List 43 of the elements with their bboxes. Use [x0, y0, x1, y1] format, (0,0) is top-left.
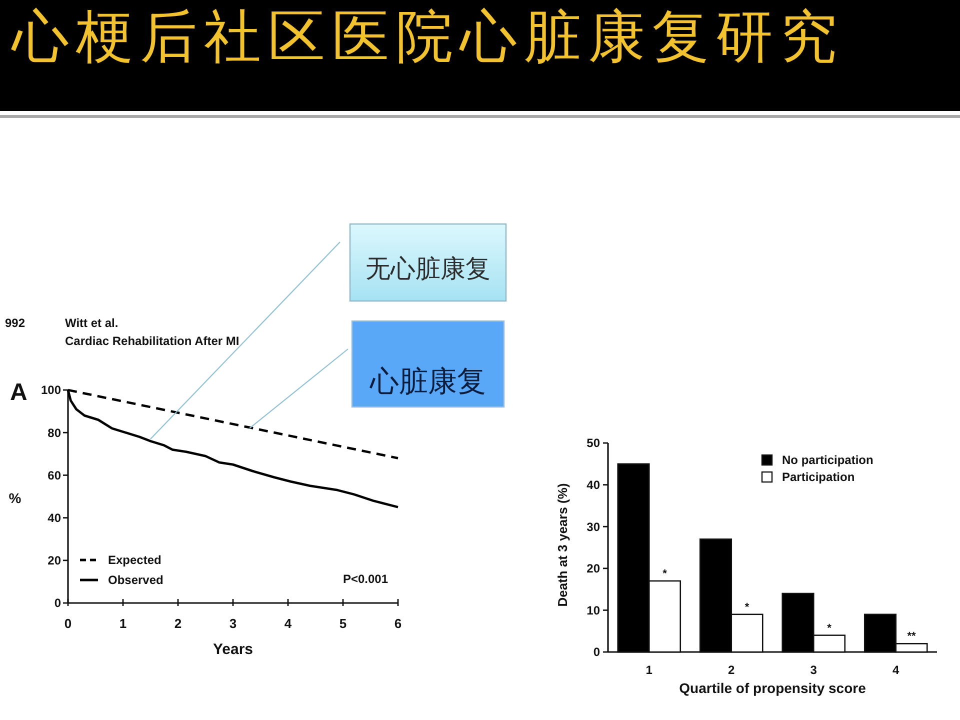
y-axis-title: % [8, 490, 22, 506]
data-label: ** [907, 630, 916, 643]
legend-label: No participation [782, 453, 874, 468]
x-tick-label: 4 [284, 616, 292, 631]
x-tick-label: 5 [339, 616, 347, 631]
x-tick-label: 1 [119, 616, 127, 631]
annotation: 无心脏康复 [366, 255, 490, 283]
x-tick-label: 6 [394, 616, 402, 631]
legend-label: Expected [108, 553, 162, 568]
legend-label: Participation [782, 470, 855, 484]
x-tick-label: 3 [810, 663, 818, 677]
x-tick-label: 2 [728, 663, 736, 677]
data-label: * [744, 601, 750, 614]
data-label: * [827, 622, 832, 634]
x-tick-label: 1 [646, 663, 653, 677]
x-axis-title: Quartile of propensity score [679, 680, 866, 696]
legend-label: Observed [108, 573, 164, 588]
x-tick-label: 4 [892, 663, 900, 677]
y-tick-label: 0 [593, 645, 600, 660]
text: Witt et al. [65, 316, 118, 330]
text: Cardiac Rehabilitation After MI [65, 334, 240, 348]
x-tick-label: 2 [174, 616, 182, 631]
annotation: P<0.001 [342, 572, 388, 586]
y-tick-label: 40 [48, 511, 62, 525]
x-axis-title: Years [212, 641, 254, 658]
y-tick-label: 80 [48, 426, 62, 440]
chart-title: 心梗后社区医院心脏康复研究 [11, 4, 844, 70]
text: 992 [5, 316, 26, 330]
y-tick-label: 10 [586, 603, 600, 618]
x-tick-label: 0 [64, 616, 72, 631]
text: A [10, 379, 28, 406]
data-label: * [662, 568, 668, 580]
y-axis-title: Death at 3 years (%) [555, 483, 570, 607]
y-tick-label: 20 [48, 554, 62, 568]
annotation: 心脏康复 [369, 366, 486, 398]
y-tick-label: 0 [54, 596, 62, 610]
y-tick-label: 30 [586, 520, 600, 534]
x-tick-label: 3 [229, 616, 237, 631]
y-tick-label: 100 [40, 383, 62, 398]
y-tick-label: 60 [48, 468, 62, 482]
y-tick-label: 50 [586, 436, 600, 450]
y-tick-label: 40 [586, 478, 600, 492]
y-tick-label: 20 [586, 562, 600, 576]
